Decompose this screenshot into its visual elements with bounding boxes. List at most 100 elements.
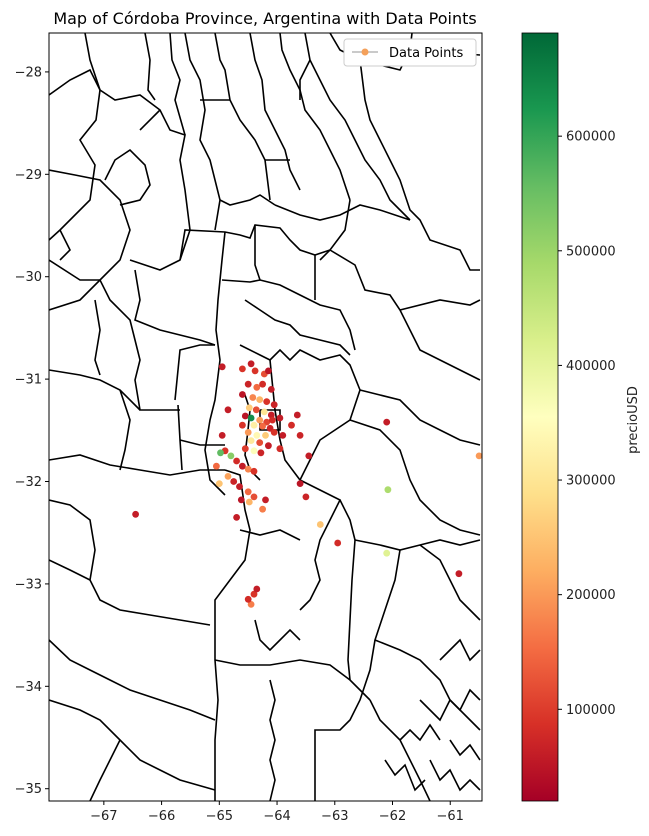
x-tick-label: −64 (263, 809, 290, 824)
x-tick-label: −62 (379, 809, 406, 824)
data-point (305, 452, 313, 460)
data-point (259, 380, 266, 388)
data-point (253, 432, 261, 439)
data-point (230, 478, 238, 485)
colorbar-gradient (521, 32, 559, 802)
y-axis: −28 −29 −30 −31 −32 −33 −34 −35 (15, 65, 49, 797)
data-point (239, 421, 246, 429)
x-tick-label: −66 (148, 809, 175, 824)
data-point (250, 447, 258, 455)
data-point (455, 570, 463, 578)
data-point (256, 396, 264, 403)
y-tick-label: −28 (15, 65, 42, 80)
colorbar-tick-label: 400000 (566, 359, 616, 374)
data-point (250, 590, 258, 598)
data-point (239, 365, 246, 373)
map-area (48, 32, 483, 802)
data-point (233, 457, 241, 465)
legend-label: Data Points (389, 46, 463, 61)
colorbar-tick-label: 300000 (566, 474, 616, 489)
x-tick-label: −67 (90, 809, 117, 824)
data-point (383, 549, 391, 557)
data-point (224, 406, 232, 414)
data-point (247, 437, 255, 444)
data-point (251, 367, 259, 375)
colorbar-tick-label: 200000 (566, 588, 616, 603)
data-point (236, 483, 243, 490)
data-point (293, 411, 301, 419)
colorbar-ticks: 100000 200000 300000 400000 500000 600000 (558, 130, 616, 718)
data-point (383, 418, 391, 426)
data-point (279, 432, 287, 439)
data-point (302, 493, 310, 501)
data-point (218, 363, 226, 371)
data-point (247, 360, 255, 368)
legend: Data Points (343, 38, 477, 67)
colorbar-tick-label: 100000 (566, 703, 616, 718)
colorbar-tick-label: 500000 (566, 244, 616, 259)
data-point (227, 452, 235, 460)
data-point (253, 585, 261, 593)
data-point (249, 394, 257, 401)
plot-frame (48, 32, 483, 802)
data-point (270, 401, 278, 409)
data-point (265, 367, 272, 375)
data-point (241, 445, 249, 453)
data-point (256, 416, 264, 424)
data-point (247, 414, 255, 422)
data-point (288, 421, 295, 429)
data-point (334, 539, 342, 547)
data-point (296, 432, 304, 439)
data-point (257, 449, 265, 457)
y-tick-label: −35 (15, 782, 42, 797)
x-tick-label: −61 (437, 809, 464, 824)
data-point (233, 514, 241, 521)
data-point (241, 412, 249, 420)
data-point (260, 408, 268, 416)
data-point (276, 414, 284, 422)
data-point (244, 488, 252, 496)
data-point (224, 473, 232, 480)
data-point (262, 432, 269, 439)
y-tick-label: −29 (15, 168, 42, 183)
data-point (316, 521, 324, 528)
data-points-layer (132, 360, 482, 608)
data-point (265, 442, 272, 450)
data-point (218, 432, 226, 439)
data-point (215, 480, 223, 487)
data-point (263, 398, 271, 405)
data-point (267, 386, 275, 393)
data-point (259, 422, 266, 430)
data-point (244, 429, 252, 436)
data-point (270, 429, 278, 436)
data-point (244, 595, 252, 603)
colorbar-tick-label: 600000 (566, 130, 616, 145)
data-point (247, 601, 255, 608)
data-point (384, 486, 392, 494)
data-point (250, 421, 258, 429)
legend-marker (361, 48, 369, 56)
y-tick-label: −31 (15, 373, 42, 388)
data-point (253, 383, 261, 391)
data-point (132, 510, 140, 518)
y-tick-label: −32 (15, 475, 42, 490)
data-point (245, 404, 253, 412)
y-tick-label: −34 (15, 680, 42, 695)
y-tick-label: −30 (15, 270, 42, 285)
data-point (267, 411, 275, 419)
data-point (213, 462, 220, 470)
data-point (244, 465, 252, 473)
data-point (239, 391, 246, 398)
data-point (276, 445, 284, 453)
x-tick-label: −65 (206, 809, 233, 824)
data-point (237, 496, 245, 504)
data-point (250, 493, 258, 501)
colorbar: 100000 200000 300000 400000 500000 600000 pre… (521, 32, 641, 802)
legend-box (343, 38, 477, 67)
data-point (296, 480, 304, 487)
data-point (244, 380, 252, 388)
x-axis: −67 −66 −65 −64 −63 −62 −61 (90, 801, 464, 824)
data-point (239, 462, 246, 470)
data-point (245, 498, 253, 506)
